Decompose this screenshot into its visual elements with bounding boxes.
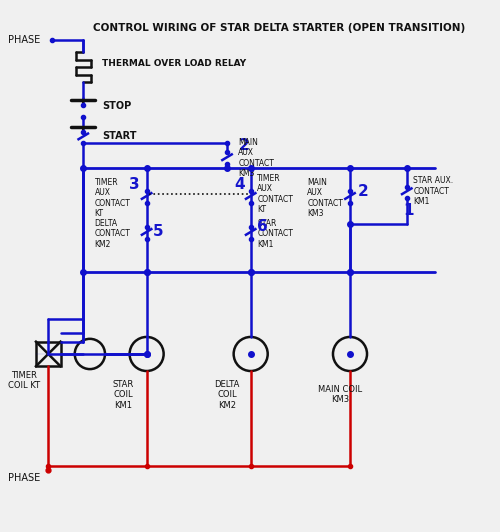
Text: STOP: STOP [102, 101, 132, 111]
Text: START: START [102, 131, 136, 142]
Text: MAIN COIL
KM3: MAIN COIL KM3 [318, 385, 362, 404]
Text: PHASE: PHASE [8, 35, 40, 45]
Text: TIMER
AUX
CONTACT
KT: TIMER AUX CONTACT KT [258, 174, 293, 214]
Text: DELTA
CONTACT
KM2: DELTA CONTACT KM2 [94, 219, 130, 249]
Text: TIMER
AUX
CONTACT
KT: TIMER AUX CONTACT KT [94, 178, 130, 218]
Text: CONTROL WIRING OF STAR DELTA STARTER (OPEN TRANSITION): CONTROL WIRING OF STAR DELTA STARTER (OP… [93, 23, 465, 32]
Text: 3: 3 [128, 177, 140, 192]
Text: 2: 2 [358, 184, 368, 199]
Text: THERMAL OVER LOAD RELAY: THERMAL OVER LOAD RELAY [102, 59, 247, 68]
Text: PHASE: PHASE [8, 473, 40, 483]
Text: STAR AUX.
CONTACT
KM1: STAR AUX. CONTACT KM1 [414, 177, 454, 206]
Text: DELTA
COIL
KM2: DELTA COIL KM2 [214, 380, 240, 410]
Text: 4: 4 [234, 177, 245, 192]
Text: TIMER
COIL KT: TIMER COIL KT [8, 371, 40, 390]
Text: 5: 5 [153, 225, 164, 239]
Text: STAR
CONTACT
KM1: STAR CONTACT KM1 [258, 219, 293, 249]
Text: MAIN
AUX
CONTACT
KM3: MAIN AUX CONTACT KM3 [238, 138, 274, 178]
Text: 6: 6 [258, 219, 268, 234]
Text: STAR
COIL
KM1: STAR COIL KM1 [112, 380, 134, 410]
Text: 1: 1 [403, 203, 413, 218]
Text: 2: 2 [238, 138, 249, 153]
Text: MAIN
AUX
CONTACT
KM3: MAIN AUX CONTACT KM3 [308, 178, 344, 218]
